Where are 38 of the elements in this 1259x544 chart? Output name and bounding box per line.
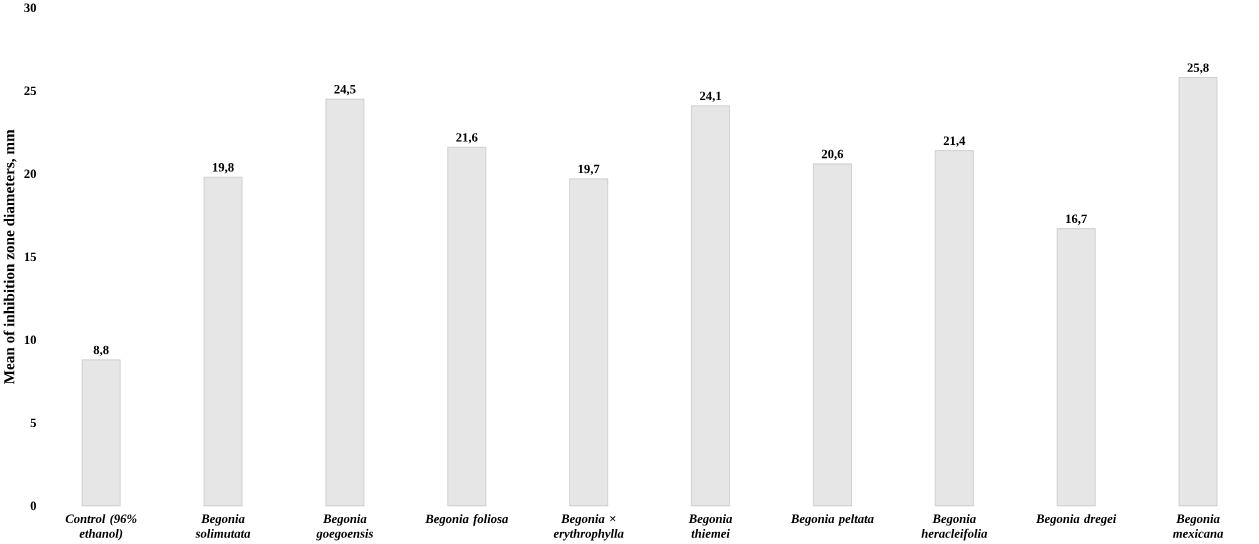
x-tick-label: Begonia solimutata [195, 514, 251, 538]
bar [1178, 77, 1218, 507]
data-label: 24,1 [700, 91, 721, 103]
x-tick-label: Begonia peltata [790, 514, 874, 526]
data-label: 24,5 [334, 85, 356, 96]
y-tick-label: 25 [24, 86, 37, 96]
x-tick-label: Begonia heracleifolia [921, 514, 988, 541]
data-label: 20,6 [821, 149, 844, 161]
x-tick-label: Begonia mexicana [1172, 514, 1224, 538]
data-label: 19,7 [578, 164, 600, 176]
bar [203, 176, 243, 507]
y-axis-title: Mean of inhibition zone diameters, mm [3, 129, 17, 385]
data-label: 25,8 [1187, 63, 1209, 74]
bar [447, 147, 487, 507]
y-tick-label: 5 [30, 418, 37, 428]
bar [81, 359, 121, 507]
x-tick-label: Begonia × erythrophylla [553, 514, 624, 541]
bar [569, 178, 608, 507]
data-label: 16,7 [1066, 214, 1087, 225]
y-tick-label: 0 [30, 501, 37, 511]
bar [1056, 228, 1096, 507]
bar [813, 163, 852, 507]
x-tick-label: Begonia thiemei [688, 514, 733, 538]
bar [325, 98, 365, 507]
y-tick-label: 20 [24, 169, 37, 179]
x-tick-label: Begonia dregei [1035, 514, 1117, 526]
bar [935, 150, 974, 507]
x-tick-label: Begonia goegoensis [316, 514, 374, 541]
bar [691, 105, 730, 507]
data-label: 19,8 [212, 163, 234, 174]
y-tick-label: 10 [24, 335, 37, 345]
y-tick-label: 30 [24, 3, 37, 13]
data-label: 21,4 [943, 136, 966, 147]
data-label: 8,8 [93, 345, 109, 357]
y-tick-label: 15 [24, 252, 37, 262]
x-tick-label: Begonia foliosa [425, 514, 509, 526]
x-tick-label: Control (96% ethanol) [65, 514, 137, 541]
data-label: 21,6 [456, 133, 478, 144]
